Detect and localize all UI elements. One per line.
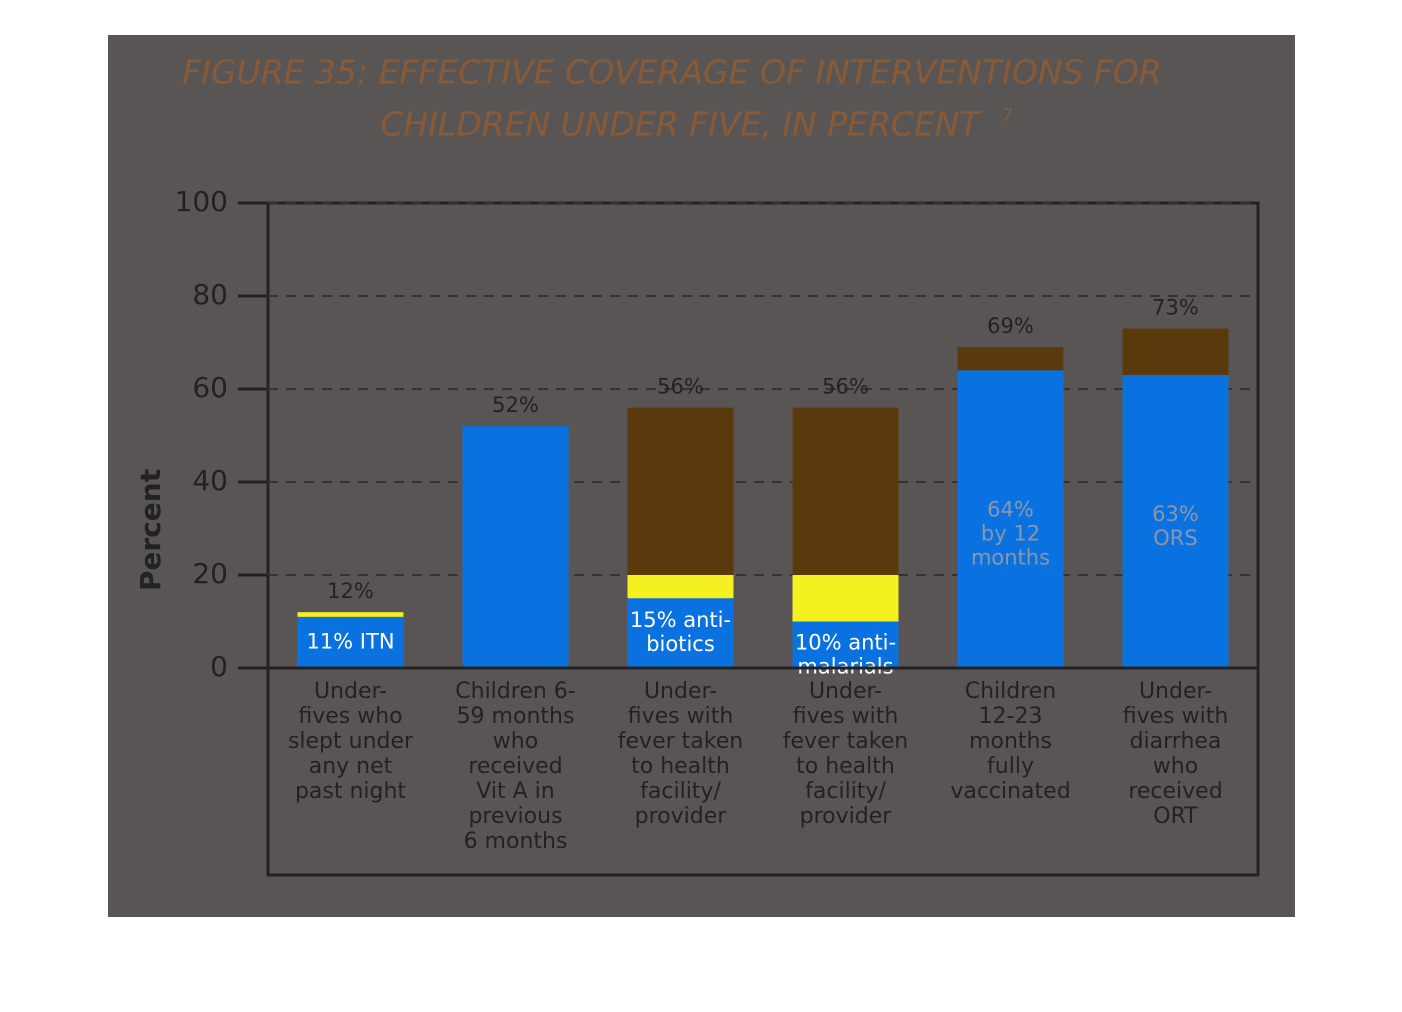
- bar-label: 15% anti-biotics: [630, 608, 731, 656]
- bar-segment: [792, 407, 899, 575]
- y-tick-label: 20: [192, 557, 228, 590]
- total-label: 56%: [822, 375, 869, 399]
- chart-title: CHILDREN UNDER FIVE, IN PERCENT: [380, 105, 982, 144]
- bar-segment: [1122, 375, 1229, 668]
- chart-title: FIGURE 35: EFFECTIVE COVERAGE OF INTERVE…: [182, 53, 1161, 92]
- total-label: 56%: [657, 375, 704, 399]
- bar-segment: [792, 621, 899, 668]
- x-tick-label: Under-fives who slept under any net past ni…: [288, 679, 414, 804]
- y-tick-label: 100: [175, 185, 228, 218]
- total-label: 52%: [492, 393, 539, 417]
- y-tick-label: 0: [210, 650, 228, 683]
- bar-segment: [462, 426, 569, 668]
- x-tick-label: Under-fives with fever taken to health faci…: [618, 679, 743, 829]
- bar-label: 64% by 12 months: [971, 497, 1050, 569]
- y-tick-label: 60: [192, 371, 228, 404]
- x-tick-label: Children 6-59 months who received Vit A in p…: [455, 679, 575, 854]
- bar-segment: [1122, 328, 1229, 376]
- bar-label: 10% anti-malarials: [795, 631, 896, 679]
- y-tick-label: 40: [192, 464, 228, 497]
- x-tick-label: Children 12-23 months fully vaccinated: [950, 679, 1070, 804]
- total-label: 73%: [1152, 296, 1199, 320]
- total-label: 12%: [327, 579, 374, 603]
- bar-segment: [297, 616, 404, 668]
- total-label: 69%: [987, 314, 1034, 338]
- bar-segment: [957, 347, 1064, 371]
- bar-label: 63% ORS: [1152, 502, 1199, 550]
- x-tick-label: Under-fives with fever taken to health faci…: [783, 679, 908, 829]
- y-axis-label: Percent: [134, 469, 167, 591]
- bar-segment: [297, 612, 404, 617]
- bar-label: 11% ITN: [306, 629, 394, 653]
- y-tick-label: 80: [192, 278, 228, 311]
- bar-segment: [627, 575, 734, 599]
- bar-segment: [792, 575, 899, 622]
- x-tick-label: Under-fives with diarrhea who received ORT: [1123, 679, 1229, 829]
- title-note: 7: [1002, 106, 1013, 126]
- bar-segment: [627, 598, 734, 668]
- bar-segment: [627, 407, 734, 575]
- bar-segment: [957, 370, 1064, 668]
